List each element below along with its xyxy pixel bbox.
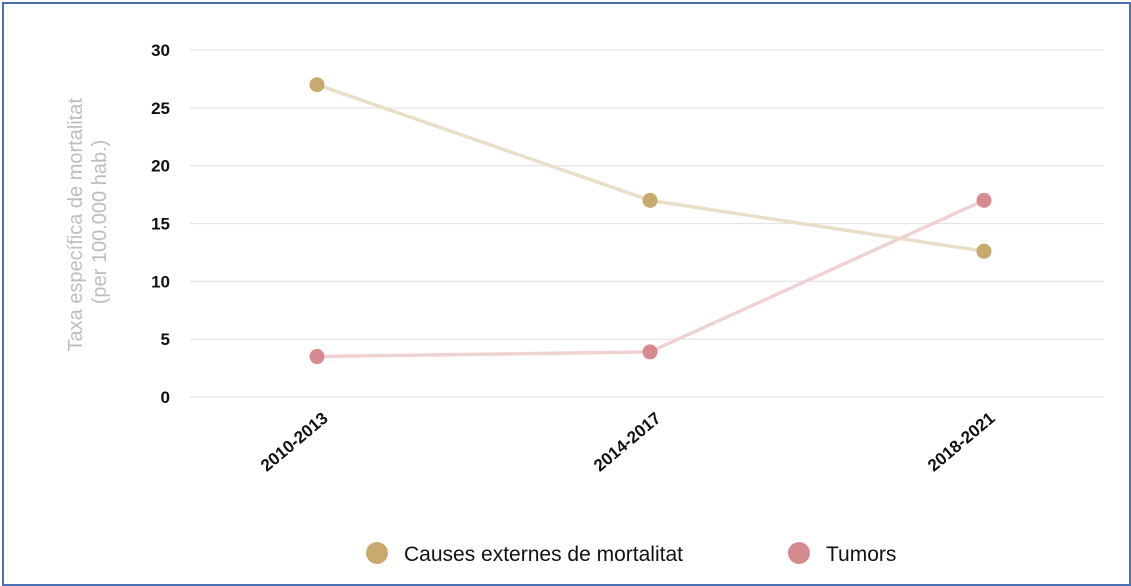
y-axis-label: Taxa específica de mortalitat (per 100.0… [65,92,111,351]
data-point [309,349,325,365]
data-point [642,344,658,360]
series-line [316,83,985,253]
x-tick-label: 2010-2013 [257,409,332,476]
legend-label: Causes externes de mortalitat [404,543,683,566]
data-point [309,77,325,93]
legend: Causes externes de mortalitat Tumors [366,542,896,566]
x-tick-label: 2014-2017 [590,409,665,476]
y-axis-label-line-2: (per 100.000 hab.) [89,140,111,305]
y-tick-label: 25 [151,99,170,118]
y-tick-label: 20 [151,157,170,176]
legend-label: Tumors [826,543,896,566]
series-group [309,77,992,365]
y-tick-label: 0 [161,388,170,407]
y-axis-label-line-1: Taxa específica de mortalitat [65,98,87,352]
legend-marker [366,542,388,564]
x-tick-label: 2018-2021 [924,409,999,476]
y-tick-label: 5 [161,330,170,349]
x-tick-labels: 2010-2013 2014-2017 2018-2021 [257,409,999,476]
y-tick-labels: 0 5 10 15 20 25 30 [151,41,170,407]
data-point [976,243,992,259]
data-point [976,192,992,208]
legend-marker [788,542,810,564]
grid-lines [190,49,1104,398]
y-tick-label: 30 [151,41,170,60]
y-tick-label: 10 [151,272,170,291]
y-tick-label: 15 [151,215,170,234]
data-point [642,192,658,208]
